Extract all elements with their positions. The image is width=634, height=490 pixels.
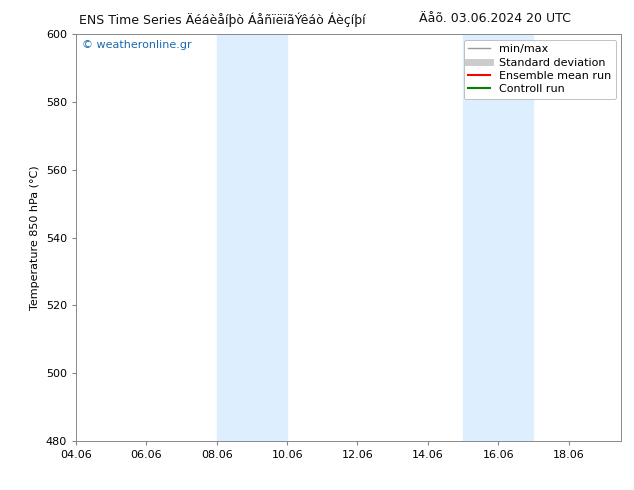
Legend: min/max, Standard deviation, Ensemble mean run, Controll run: min/max, Standard deviation, Ensemble me…	[463, 40, 616, 99]
Text: ENS Time Series Äéáèåíþò ÁåñïëïãÝêáò Áèçíþí: ENS Time Series Äéáèåíþò ÁåñïëïãÝêáò Áèç…	[79, 12, 365, 27]
Bar	[463, 34, 533, 441]
Y-axis label: Temperature 850 hPa (°C): Temperature 850 hPa (°C)	[30, 165, 40, 310]
Text: © weatheronline.gr: © weatheronline.gr	[82, 40, 191, 50]
Text: Äåõ. 03.06.2024 20 UTC: Äåõ. 03.06.2024 20 UTC	[418, 12, 571, 25]
Bar	[217, 34, 287, 441]
